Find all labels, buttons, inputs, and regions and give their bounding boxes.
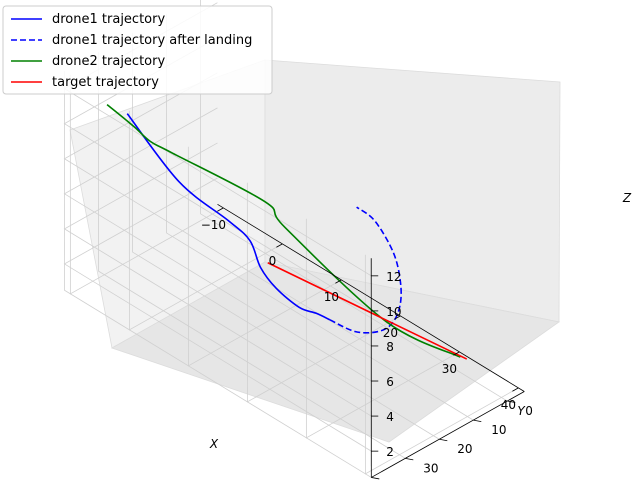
y-tick-mark bbox=[473, 419, 482, 423]
z-axis-label: Z bbox=[622, 191, 632, 205]
y-tick-label: 10 bbox=[491, 423, 506, 437]
z-gridline bbox=[63, 107, 372, 382]
x-tick-mark bbox=[335, 279, 342, 284]
y-tick-label: 20 bbox=[457, 442, 472, 456]
z-tick-label: 2 bbox=[386, 445, 394, 459]
z-tick-label: 8 bbox=[386, 340, 394, 354]
y-gridline bbox=[132, 32, 440, 440]
z-gridline bbox=[63, 72, 372, 347]
x-tick-label: 10 bbox=[324, 290, 339, 304]
legend-label-target: target trajectory bbox=[52, 75, 159, 90]
x-tick-label: −10 bbox=[201, 218, 226, 232]
y-tick-mark bbox=[507, 400, 516, 403]
z-gridline bbox=[63, 177, 372, 452]
x-tick-mark bbox=[394, 315, 401, 320]
y-axis-line bbox=[371, 391, 525, 478]
drone1-after-landing-line bbox=[329, 206, 402, 334]
y-tick-label: 30 bbox=[423, 461, 438, 475]
y-tick-mark bbox=[405, 457, 414, 461]
legend: drone1 trajectory drone1 trajectory afte… bbox=[2, 5, 273, 95]
x-tick-mark bbox=[276, 243, 283, 248]
y-tick-mark bbox=[371, 477, 380, 480]
series-layer bbox=[106, 103, 468, 360]
x-tick-label: 30 bbox=[442, 362, 457, 376]
z-tick-label: 12 bbox=[386, 270, 401, 284]
legend-label-drone1-after-landing: drone1 trajectory after landing bbox=[52, 33, 252, 48]
x-tick-label: 40 bbox=[501, 398, 516, 412]
z-gridline bbox=[63, 142, 372, 417]
legend-label-drone2: drone2 trajectory bbox=[52, 54, 165, 69]
x-axis-label: X bbox=[209, 437, 219, 451]
legend-box bbox=[2, 5, 273, 95]
x-tick-label: 0 bbox=[269, 254, 277, 268]
y-axis-label: Y bbox=[517, 404, 526, 418]
axes-layer: −1001020304001020304024681012 bbox=[201, 203, 533, 480]
drone1-trajectory-line bbox=[126, 113, 331, 321]
target-trajectory-line bbox=[267, 262, 468, 360]
x-tick-mark bbox=[453, 351, 460, 356]
y-tick-label: 0 bbox=[525, 404, 533, 418]
y-gridline bbox=[64, 71, 372, 478]
y-tick-mark bbox=[439, 438, 448, 442]
x-tick-mark bbox=[217, 207, 224, 212]
x-tick-label: 20 bbox=[383, 326, 398, 340]
y-gridline bbox=[98, 52, 406, 459]
z-tick-label: 6 bbox=[386, 375, 394, 389]
z-tick-label: 4 bbox=[386, 410, 394, 424]
legend-label-drone1: drone1 trajectory bbox=[52, 12, 165, 27]
x-tick-mark bbox=[512, 387, 519, 392]
